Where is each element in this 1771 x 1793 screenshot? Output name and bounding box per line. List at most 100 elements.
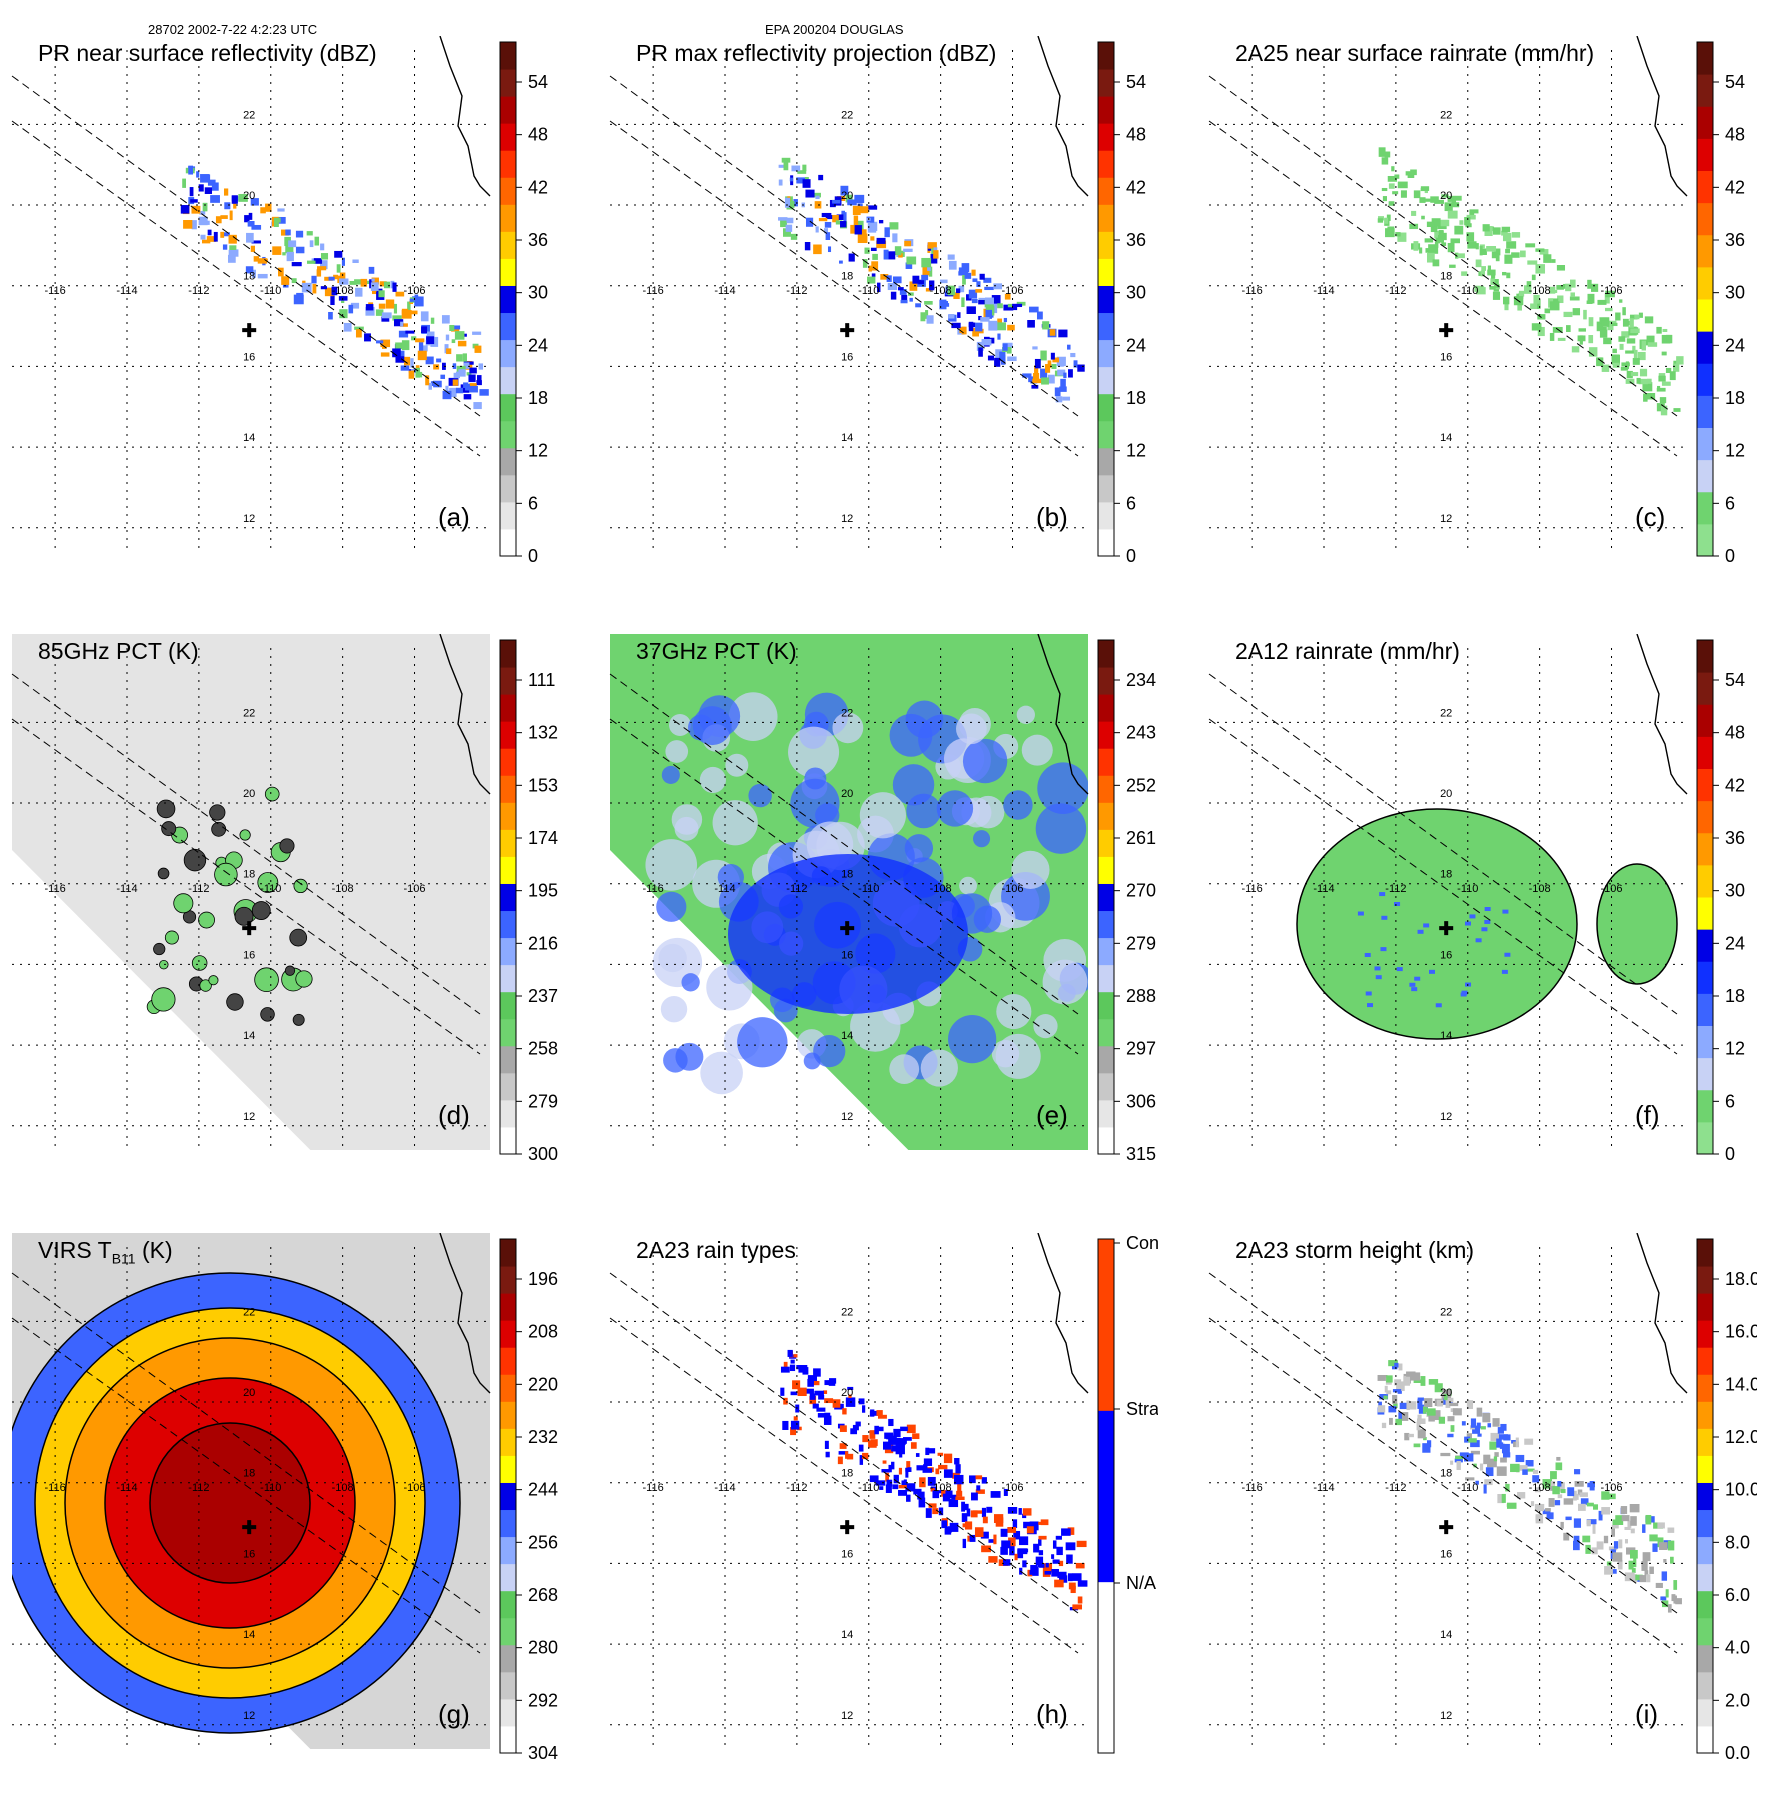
colorbar-tick-label: 24 [1126,335,1146,355]
storm-center-marker [1439,1520,1454,1535]
colorbar-swatch [500,1590,516,1619]
colorbar-tick-label: 111 [528,670,555,690]
colorbar-swatch [1697,331,1713,364]
swath-edge-north [1208,1272,1678,1614]
colorbar-swatch [1098,1239,1114,1411]
storm-center-marker [242,1520,257,1535]
colorbar-swatch [1098,640,1114,668]
colorbar-swatch [1697,491,1713,525]
lon-tick-label: -110 [1457,883,1478,895]
colorbar-swatch [500,1617,516,1646]
colorbar-tick-label: 42 [1126,177,1146,197]
map-plot-b: -116 -114 -112 -110 -108 -106 22 20 18 16 14 12 0 6 12… [609,36,1146,566]
colorbar-tick-label: 0.0 [1725,1743,1750,1763]
colorbar-swatch [1697,1293,1713,1321]
lat-tick-label: 18 [841,271,853,283]
panel-title-subscript: B11 [111,1250,136,1267]
colorbar-swatch [500,528,516,557]
colorbar-swatch [1098,447,1114,476]
lat-tick-label: 12 [841,1111,853,1123]
lat-tick-label: 16 [841,1548,853,1560]
colorbar-swatch [1697,427,1713,461]
colorbar-tick-label: 30 [528,283,548,303]
colorbar-tick-label: 216 [528,933,558,953]
colorbar-frame [499,41,517,557]
colorbar-swatch [1098,258,1114,286]
colorbar-swatch [1697,1239,1713,1267]
colorbar-swatch [1697,832,1713,866]
colorbar-swatch [500,883,516,912]
colorbar-tick-label: 252 [1126,775,1156,795]
lat-tick-label: 14 [1440,1629,1452,1641]
lon-tick-label: -108 [1529,285,1551,297]
coastline [439,36,491,197]
lat-tick-label: 20 [1440,190,1452,202]
colorbar-tick-label: 297 [1126,1039,1156,1059]
colorbar-swatch [1098,366,1114,395]
colorbar-tick-label: 196 [528,1269,558,1289]
colorbar-swatch [500,366,516,395]
colorbar-swatch [1697,1455,1713,1483]
colorbar-swatch [500,501,516,530]
lon-tick-label: -110 [260,883,281,895]
lon-tick-label: -116 [45,285,66,297]
colorbar-swatch [1098,420,1114,449]
panel-a: -116 -114 -112 -110 -108 -106 22 20 18 16 14 12 0 6 12… [0,36,560,596]
panel-label-d: (d) [438,1100,470,1130]
swath-edge-south [1208,718,1678,1055]
colorbar-swatch [500,1455,516,1483]
lon-tick-label: -112 [786,883,807,895]
colorbar-tick-label: 300 [528,1144,558,1164]
colorbar-tick-label: 16.0 [1725,1322,1757,1342]
lon-tick-label: -114 [116,883,137,895]
colorbar-swatch [500,694,516,722]
lon-tick-label: -110 [260,285,281,297]
colorbar-swatch [1098,883,1114,912]
swath-edge-south [11,120,481,457]
lat-tick-label: 14 [243,1030,255,1042]
colorbar-swatch [1697,1644,1713,1673]
coastline [439,634,491,795]
lon-tick-label: -106 [1601,285,1623,297]
colorbar-tick-label: 12.0 [1725,1427,1757,1447]
colorbar-tick-label: 258 [528,1039,558,1059]
colorbar-swatch [1098,856,1114,884]
lon-tick-label: -112 [188,883,209,895]
lon-tick-label: -116 [1242,883,1263,895]
colorbar-tick-label: 153 [528,775,558,795]
colorbar-swatch [500,339,516,368]
colorbar-swatch [500,1536,516,1565]
colorbar-tick-label: 10.0 [1725,1480,1757,1500]
colorbar-tick-label: Conv [1126,1233,1158,1253]
colorbar-swatch [1098,802,1114,830]
lat-tick-label: 18 [243,869,255,881]
colorbar-swatch [500,258,516,286]
colorbar-tick-label: 261 [1126,828,1156,848]
colorbar-tick-label: 18 [1126,388,1146,408]
lat-tick-label: 18 [1440,869,1452,881]
colorbar-swatch [1697,1057,1713,1091]
colorbar-swatch [1098,96,1114,124]
colorbar-frame [1097,1238,1115,1754]
colorbar-swatch [1098,312,1114,341]
colorbar-tick-label: 174 [528,828,558,848]
lat-tick-label: 22 [243,1306,255,1318]
lat-tick-label: 12 [1440,1710,1452,1722]
panel-title-g: VIRS TB11 (K) [38,1237,173,1267]
colorbar-swatch [500,231,516,259]
colorbar-swatch [500,910,516,939]
lon-tick-label: -114 [116,1482,137,1494]
map-plot-a: -116 -114 -112 -110 -108 -106 22 20 18 16 14 12 0 6 12… [11,36,548,566]
lon-tick-label: -108 [332,883,354,895]
colorbar-swatch [1697,395,1713,428]
lon-tick-label: -106 [404,285,426,297]
colorbar-swatch [500,937,516,966]
lat-tick-label: 16 [841,949,853,961]
colorbar-tick-label: 54 [1725,72,1745,92]
colorbar-tick-label: 18 [1725,986,1745,1006]
colorbar-swatch [1697,993,1713,1026]
panel-label-f: (f) [1635,1100,1660,1130]
colorbar-tick-label: 42 [528,177,548,197]
colorbar-swatch [1098,501,1114,530]
colorbar-tick-label: 12 [1725,1039,1745,1059]
